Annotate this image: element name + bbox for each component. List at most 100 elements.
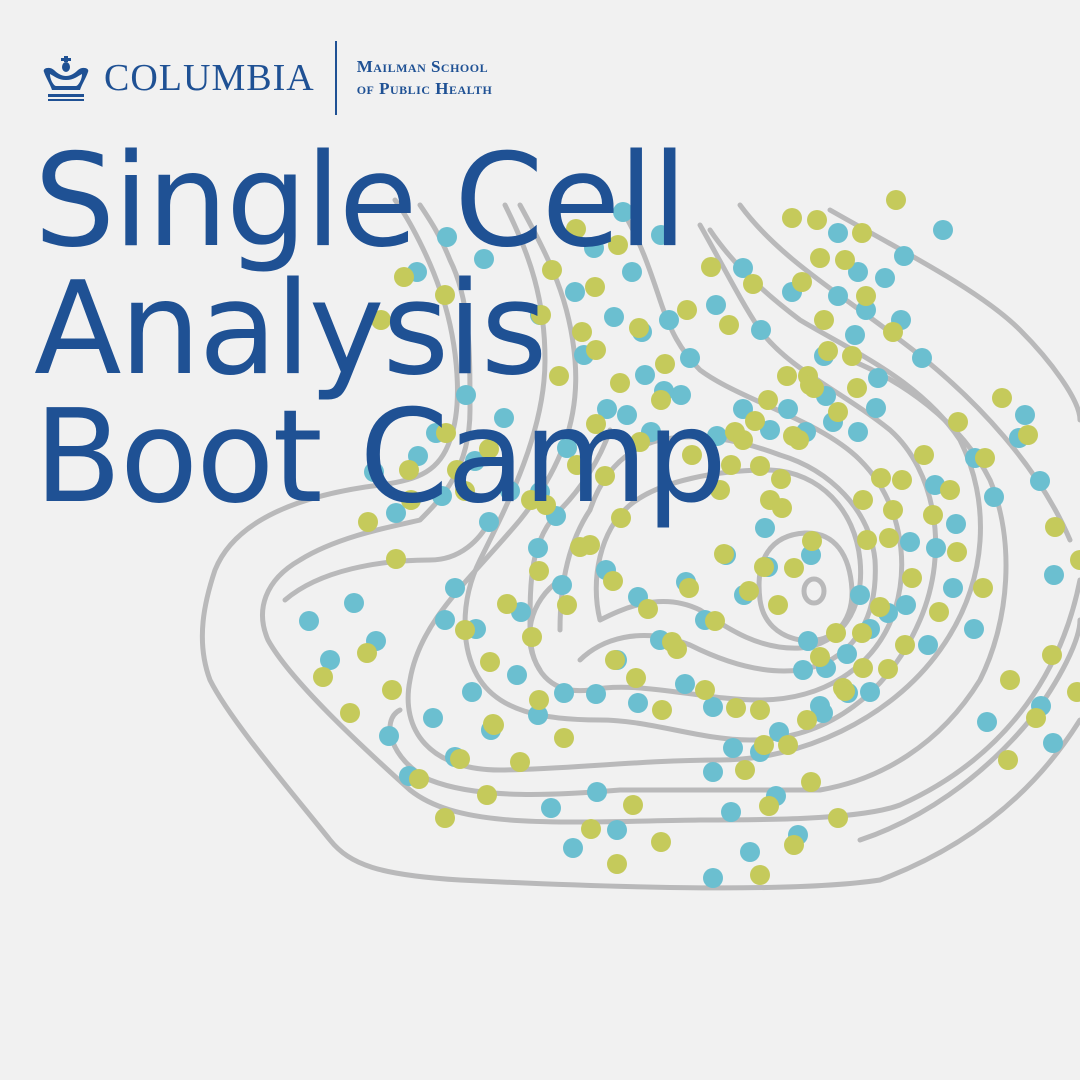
green-dot xyxy=(810,248,830,268)
blue-dot xyxy=(465,451,485,471)
blue-dot xyxy=(651,225,671,245)
green-dot xyxy=(733,430,753,450)
school-name-line2: of Public Health xyxy=(356,79,493,98)
green-dot xyxy=(883,500,903,520)
green-dot xyxy=(662,632,682,652)
green-dot xyxy=(828,808,848,828)
blue-dot xyxy=(1044,565,1064,585)
green-dot xyxy=(754,557,774,577)
green-dot xyxy=(581,819,601,839)
blue-dot xyxy=(918,635,938,655)
green-dot xyxy=(768,595,788,615)
green-dot xyxy=(992,388,1012,408)
green-dot xyxy=(842,346,862,366)
green-dot xyxy=(557,595,577,615)
blue-dot xyxy=(628,693,648,713)
green-dot xyxy=(853,658,873,678)
green-dot xyxy=(777,366,797,386)
green-dot xyxy=(1000,670,1020,690)
green-dot xyxy=(847,378,867,398)
blue-dot xyxy=(557,438,577,458)
green-dot xyxy=(710,480,730,500)
green-dot xyxy=(521,490,541,510)
green-dot xyxy=(401,490,421,510)
green-dot xyxy=(531,305,551,325)
blue-dot xyxy=(848,262,868,282)
green-dot xyxy=(652,700,672,720)
green-dot xyxy=(726,698,746,718)
blue-dot xyxy=(344,593,364,613)
blue-dot xyxy=(828,223,848,243)
green-dot xyxy=(973,578,993,598)
green-dot xyxy=(682,445,702,465)
blue-dot xyxy=(1043,733,1063,753)
blue-dot xyxy=(584,238,604,258)
green-dot xyxy=(784,558,804,578)
blue-dot xyxy=(964,619,984,639)
green-dot xyxy=(651,832,671,852)
green-dot xyxy=(455,620,475,640)
green-dot xyxy=(797,710,817,730)
green-dot xyxy=(623,795,643,815)
blue-dot xyxy=(977,712,997,732)
green-dot xyxy=(585,277,605,297)
green-dot xyxy=(772,498,792,518)
green-dot xyxy=(566,219,586,239)
green-dot xyxy=(554,728,574,748)
green-dot xyxy=(610,373,630,393)
green-dot xyxy=(1070,550,1080,570)
green-dot xyxy=(510,752,530,772)
green-dot xyxy=(826,623,846,643)
green-dot xyxy=(719,315,739,335)
blue-dot xyxy=(721,802,741,822)
green-dot xyxy=(802,531,822,551)
green-dot xyxy=(745,411,765,431)
blue-dot xyxy=(933,220,953,240)
blue-dot xyxy=(707,426,727,446)
green-dot xyxy=(603,571,623,591)
green-dot xyxy=(435,285,455,305)
green-dot xyxy=(947,542,967,562)
green-dot xyxy=(595,466,615,486)
green-dot xyxy=(1018,425,1038,445)
green-dot xyxy=(721,455,741,475)
title-line-1: Single Cell xyxy=(34,127,687,276)
blue-dot xyxy=(680,348,700,368)
green-dot xyxy=(814,310,834,330)
blue-dot xyxy=(299,611,319,631)
green-dot xyxy=(800,375,820,395)
title-line-3: Boot Camp xyxy=(34,383,727,532)
green-dot xyxy=(382,680,402,700)
green-dot xyxy=(450,749,470,769)
blue-dot xyxy=(943,578,963,598)
green-dot xyxy=(435,808,455,828)
blue-dot xyxy=(622,262,642,282)
green-dot xyxy=(479,439,499,459)
green-dot xyxy=(630,432,650,452)
blue-dot xyxy=(900,532,920,552)
green-dot xyxy=(480,652,500,672)
green-dot xyxy=(857,530,877,550)
green-dot xyxy=(778,735,798,755)
blue-dot xyxy=(386,503,406,523)
title-line-2: Analysis xyxy=(34,255,547,404)
blue-dot xyxy=(1015,405,1035,425)
green-dot xyxy=(975,448,995,468)
green-dot xyxy=(883,322,903,342)
blue-dot xyxy=(587,782,607,802)
green-dot xyxy=(750,700,770,720)
blue-dot xyxy=(675,674,695,694)
green-dot xyxy=(852,223,872,243)
green-dot xyxy=(522,627,542,647)
green-cell-dots xyxy=(313,190,1080,885)
green-dot xyxy=(914,445,934,465)
green-dot xyxy=(409,769,429,789)
blue-dot xyxy=(659,310,679,330)
blue-dot xyxy=(437,227,457,247)
blue-dot xyxy=(793,660,813,680)
green-dot xyxy=(782,208,802,228)
blue-dot xyxy=(541,798,561,818)
green-dot xyxy=(677,300,697,320)
blue-dot xyxy=(733,258,753,278)
green-dot xyxy=(879,528,899,548)
